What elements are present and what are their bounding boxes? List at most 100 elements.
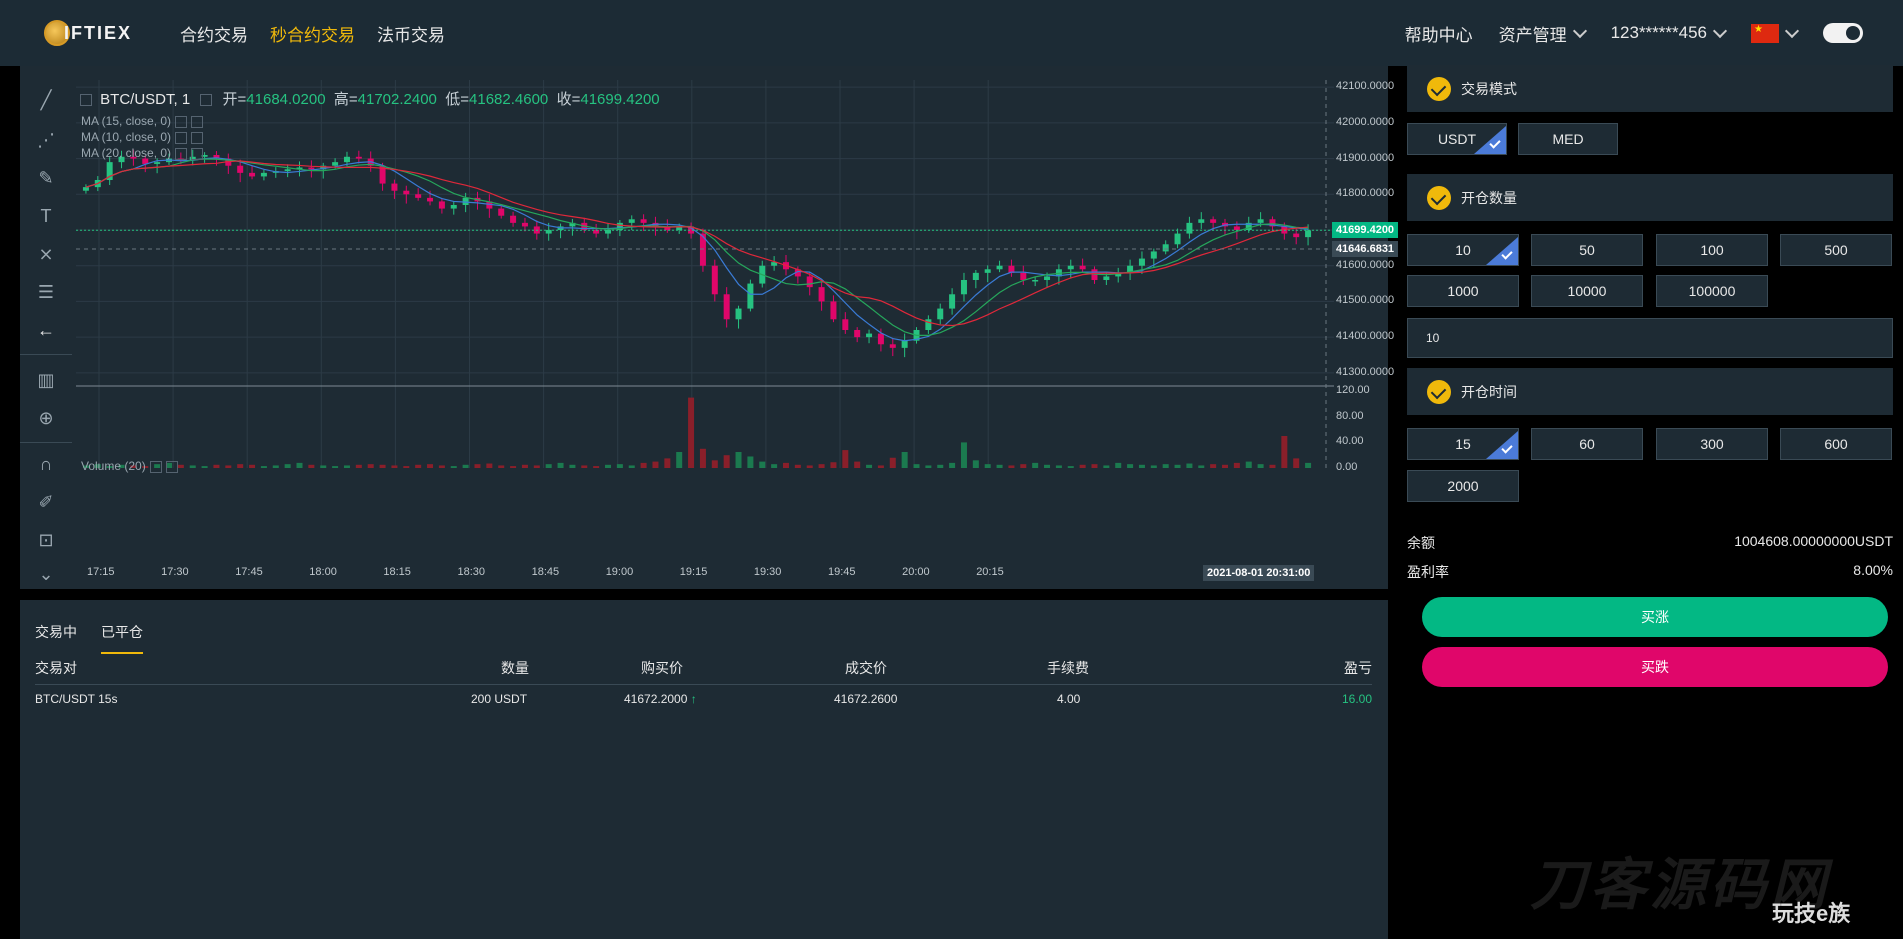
time-option-60[interactable]: 60 (1531, 428, 1643, 460)
volume-bar (1103, 465, 1110, 468)
chevron-down-icon (1784, 23, 1800, 38)
collapse-icon[interactable] (80, 94, 92, 107)
qty-option-50[interactable]: 50 (1531, 234, 1643, 266)
candle-body (901, 340, 908, 348)
qty-option-10000[interactable]: 10000 (1531, 275, 1643, 307)
time-option-300[interactable]: 300 (1656, 428, 1768, 460)
time-section: 开仓时间 (1407, 368, 1893, 415)
tab-trading[interactable]: 交易中 (35, 624, 77, 640)
time-option-600[interactable]: 600 (1780, 428, 1892, 460)
candle-body (771, 262, 778, 266)
magnet-icon[interactable]: ∩ (39, 454, 53, 474)
candle-body (877, 333, 884, 345)
header-fee: 手续费 (1047, 660, 1089, 676)
unlock-icon[interactable]: ⊡ (38, 530, 54, 550)
volume-bar (1305, 462, 1312, 468)
time-tick-label: 18:45 (531, 566, 560, 578)
ma-legend-20[interactable]: MA (20, close, 0) (81, 146, 204, 160)
settings-icon[interactable] (175, 147, 188, 160)
close-icon[interactable] (165, 460, 178, 473)
close-icon[interactable] (191, 131, 204, 144)
volume-bar (510, 466, 517, 468)
qty-input[interactable] (1407, 318, 1893, 358)
buy-down-button[interactable]: 买跌 (1422, 647, 1888, 687)
candle-body (806, 276, 813, 288)
ma-legend-15[interactable]: MA (15, close, 0) (81, 114, 204, 128)
qty-option-100[interactable]: 100 (1656, 234, 1768, 266)
trend-line-icon[interactable]: ╱ (40, 90, 52, 110)
mode-usdt-button[interactable]: USDT (1407, 123, 1507, 155)
close-label: 收= (556, 91, 581, 108)
settings-icon[interactable] (149, 460, 162, 473)
mode-med-button[interactable]: MED (1518, 123, 1618, 155)
ma-legend-10[interactable]: MA (10, close, 0) (81, 130, 204, 144)
volume-bar (379, 464, 386, 468)
time-tick-label: 19:15 (679, 566, 708, 578)
low-label: 低= (445, 91, 470, 108)
time-option-2000[interactable]: 2000 (1407, 470, 1519, 502)
time-tick-label: 19:45 (828, 566, 856, 578)
qty-option-100000[interactable]: 100000 (1656, 275, 1768, 307)
volume-legend[interactable]: Volume (20) (81, 459, 178, 473)
candle-body (1020, 272, 1027, 280)
volume-bar (142, 466, 149, 468)
logo[interactable]: IFTIEX (44, 19, 132, 47)
volume-bar (901, 452, 908, 468)
asset-menu[interactable]: 资产管理 (1499, 21, 1587, 46)
nav-second-contract[interactable]: 秒合约交易 (270, 25, 355, 45)
theme-toggle[interactable] (1823, 23, 1863, 43)
qty-option-10[interactable]: 10 (1407, 234, 1519, 266)
volume-bar (177, 464, 184, 468)
settings-icon[interactable] (175, 115, 188, 128)
brush-icon[interactable]: ✎ (38, 168, 54, 188)
ma-legend-text: MA (20, close, 0) (81, 146, 172, 160)
time-option-15[interactable]: 15 (1407, 428, 1519, 460)
chevron-down-icon (1712, 23, 1728, 38)
candlestick-chart[interactable] (76, 80, 1334, 575)
volume-bar (154, 464, 161, 468)
help-center-link[interactable]: 帮助中心 (1404, 25, 1473, 45)
volume-bar (711, 460, 718, 468)
settings-icon[interactable] (175, 131, 188, 144)
candle-body (462, 197, 469, 205)
volume-bar (545, 464, 552, 468)
pattern-tool-icon[interactable]: ⨯ (38, 244, 54, 264)
volume-bar (118, 464, 125, 468)
fib-tool-icon[interactable]: ⋰ (37, 130, 55, 150)
candle-body (82, 187, 89, 191)
qty-option-1000[interactable]: 1000 (1407, 275, 1519, 307)
indicator-icon[interactable]: ▥ (37, 370, 55, 390)
close-icon[interactable] (191, 147, 204, 160)
high-label: 高= (333, 91, 358, 108)
settings-icon[interactable] (200, 94, 213, 107)
volume-bar (771, 464, 778, 468)
volume-bar (498, 465, 505, 468)
candle-body (937, 308, 944, 320)
user-menu[interactable]: 123******456 (1611, 23, 1728, 43)
buy-up-button[interactable]: 买涨 (1422, 597, 1888, 637)
nav-contract[interactable]: 合约交易 (180, 25, 248, 45)
nav-fiat[interactable]: 法币交易 (377, 25, 445, 45)
back-arrow-icon[interactable]: ← (37, 320, 55, 340)
chevron-down-icon[interactable]: ⌄ (38, 564, 54, 584)
measure-tool-icon[interactable]: ☰ (37, 282, 55, 302)
row-buy-price-value: 41672.2000 (624, 692, 688, 706)
volume-bar (403, 466, 410, 468)
volume-bar (1150, 465, 1157, 468)
volume-bar (960, 442, 967, 468)
lock-drawing-icon[interactable]: ✐ (38, 492, 54, 512)
candle-body (605, 230, 612, 234)
candle-body (545, 230, 552, 234)
close-icon[interactable] (191, 115, 204, 128)
candle-body (889, 344, 896, 348)
text-tool-icon[interactable]: T (40, 206, 52, 226)
candle-body (1127, 265, 1134, 273)
ma-line-10 (85, 158, 1309, 336)
zoom-in-icon[interactable]: ⊕ (38, 408, 54, 428)
tab-closed[interactable]: 已平仓 (101, 622, 143, 654)
language-menu[interactable] (1751, 23, 1800, 43)
candle-body (925, 319, 932, 330)
volume-bar (1222, 464, 1229, 468)
price-axis[interactable]: 42100.0000 42000.0000 41900.0000 41800.0000… (1332, 66, 1398, 589)
qty-option-500[interactable]: 500 (1780, 234, 1892, 266)
